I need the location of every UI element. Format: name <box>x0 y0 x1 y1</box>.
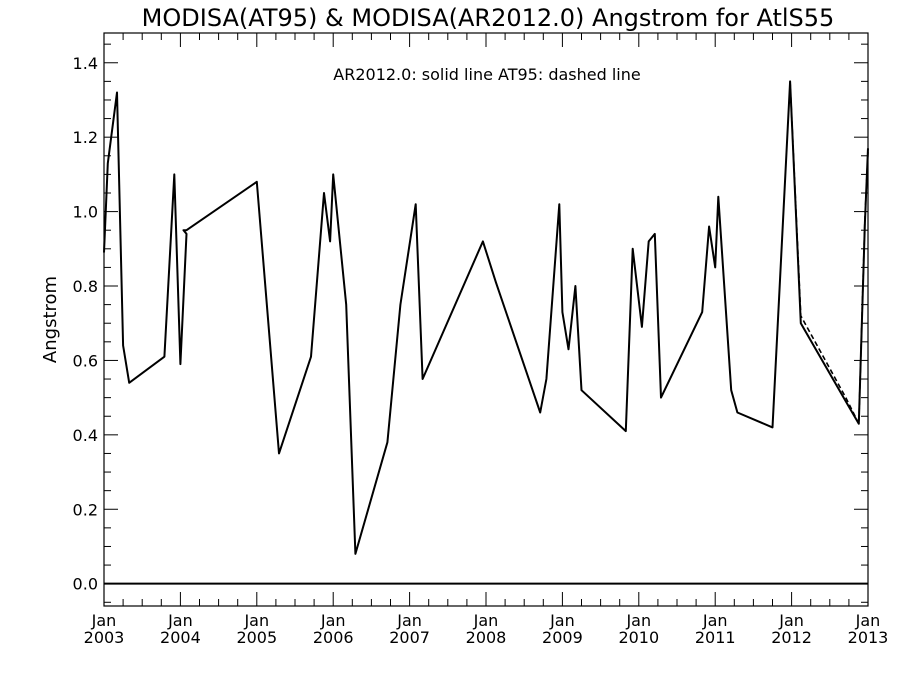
x-tick-month-label: Jan <box>549 611 575 630</box>
x-tick-year-label: 2008 <box>466 628 507 647</box>
series-line-at95 <box>789 81 869 425</box>
x-tick-month-label: Jan <box>778 611 804 630</box>
legend-annotation: AR2012.0: solid line AT95: dashed line <box>333 65 640 84</box>
axis-ticks: 0.00.20.40.60.81.01.21.4Jan2003Jan2004Ja… <box>73 33 889 647</box>
y-tick-label: 0.2 <box>73 500 98 519</box>
x-tick-month-label: Jan <box>855 611 881 630</box>
x-tick-year-label: 2009 <box>542 628 583 647</box>
x-tick-month-label: Jan <box>320 611 346 630</box>
series-lines <box>103 80 869 585</box>
y-tick-label: 1.4 <box>73 54 98 73</box>
x-tick-year-label: 2005 <box>236 628 277 647</box>
series-line-ar2012-0 <box>103 80 869 555</box>
x-tick-month-label: Jan <box>167 611 193 630</box>
x-tick-month-label: Jan <box>473 611 499 630</box>
y-tick-label: 1.2 <box>73 128 98 147</box>
x-tick-year-label: 2013 <box>848 628 889 647</box>
x-tick-year-label: 2012 <box>771 628 812 647</box>
x-tick-year-label: 2011 <box>695 628 736 647</box>
x-tick-month-label: Jan <box>702 611 728 630</box>
y-tick-label: 0.6 <box>73 351 98 370</box>
x-tick-month-label: Jan <box>396 611 422 630</box>
x-tick-month-label: Jan <box>243 611 269 630</box>
x-tick-year-label: 2007 <box>389 628 430 647</box>
x-tick-year-label: 2003 <box>84 628 125 647</box>
y-tick-label: 0.0 <box>73 575 98 594</box>
y-tick-label: 1.0 <box>73 203 98 222</box>
chart-title: MODISA(AT95) & MODISA(AR2012.0) Angstrom… <box>142 4 835 32</box>
y-tick-label: 0.4 <box>73 426 98 445</box>
y-tick-label: 0.8 <box>73 277 98 296</box>
x-tick-year-label: 2006 <box>313 628 354 647</box>
x-tick-year-label: 2010 <box>618 628 659 647</box>
y-axis-label: Angstrom <box>40 276 61 363</box>
plot-frame <box>103 32 869 607</box>
x-tick-month-label: Jan <box>91 611 117 630</box>
x-tick-year-label: 2004 <box>160 628 201 647</box>
x-tick-month-label: Jan <box>625 611 651 630</box>
